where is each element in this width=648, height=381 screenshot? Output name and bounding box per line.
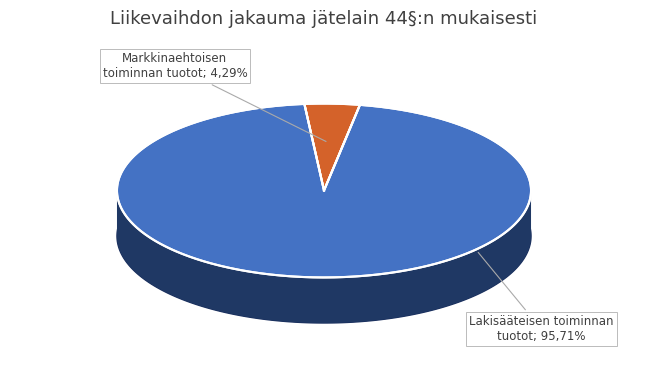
Text: Lakisääteisen toiminnan
tuotot; 95,71%: Lakisääteisen toiminnan tuotot; 95,71% [469, 252, 614, 343]
Text: Markkinaehtoisen
toiminnan tuotot; 4,29%: Markkinaehtoisen toiminnan tuotot; 4,29% [102, 52, 326, 141]
Polygon shape [305, 104, 360, 190]
Polygon shape [117, 104, 531, 277]
Text: Liikevaihdon jakauma jätelain 44§:n mukaisesti: Liikevaihdon jakauma jätelain 44§:n muka… [110, 10, 538, 28]
Polygon shape [117, 192, 531, 323]
Polygon shape [117, 149, 531, 323]
